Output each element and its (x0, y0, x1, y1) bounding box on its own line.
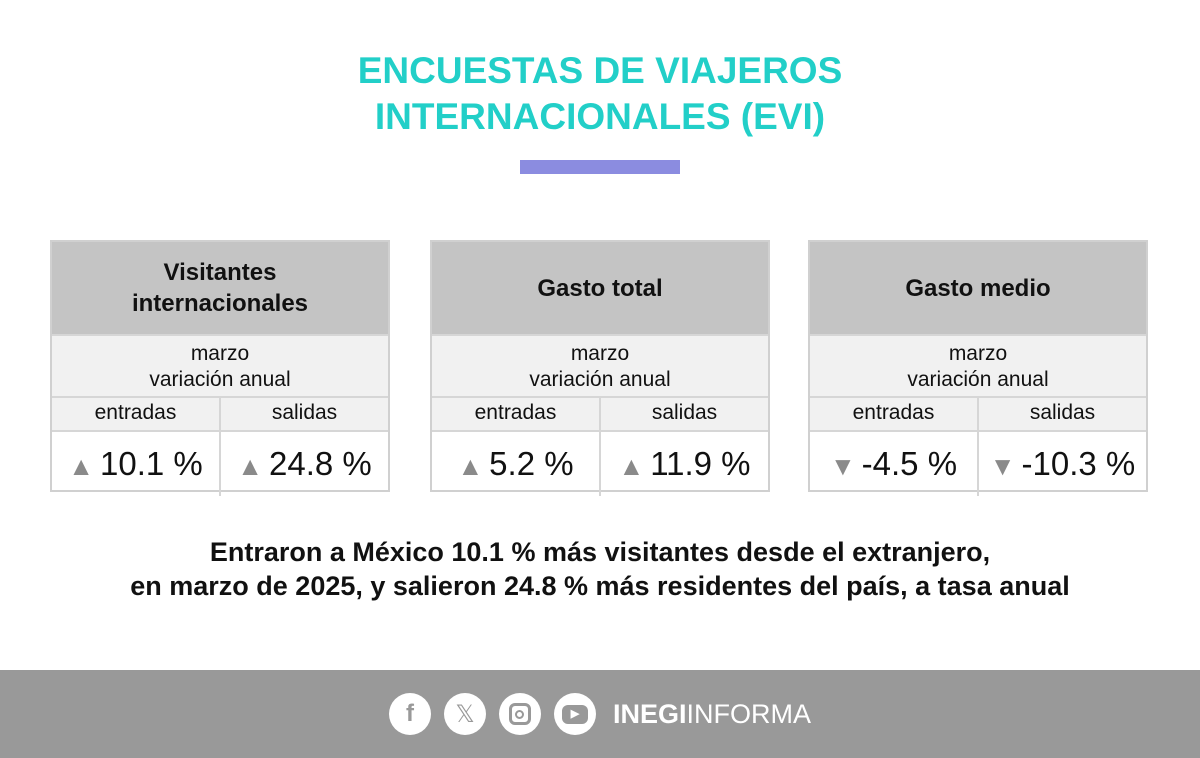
facebook-icon[interactable]: f (388, 693, 431, 735)
col-label-entradas: entradas (432, 398, 599, 430)
brand-logo: INEGIINFORMA (612, 698, 811, 729)
col-label-salidas: salidas (977, 398, 1146, 430)
card-title: Visitantes internacionales (52, 242, 388, 334)
indicator-card: Gasto total marzo variación anual entrada… (430, 240, 770, 496)
page-title: ENCUESTAS DE VIAJEROS INTERNACIONALES (E… (357, 50, 843, 137)
triangle-up-icon: ▲ (457, 451, 484, 481)
value-entradas: ▲ 10.1 % (68, 445, 203, 482)
triangle-down-icon: ▼ (989, 451, 1016, 481)
x-icon[interactable]: 𝕏 (443, 693, 486, 735)
col-label-salidas: salidas (599, 398, 768, 430)
card-subtitle: marzo variación anual (52, 334, 388, 396)
value-salidas: ▲ 24.8 % (219, 432, 388, 496)
col-label-salidas: salidas (219, 398, 388, 430)
card-subtitle: marzo variación anual (810, 334, 1146, 396)
triangle-up-icon: ▲ (237, 451, 263, 481)
value-entradas: ▼ -4.5 % (829, 445, 958, 482)
col-label-entradas: entradas (52, 398, 219, 430)
youtube-icon[interactable]: ▶ (553, 693, 596, 735)
value-salidas: ▼ -10.3 % (977, 432, 1146, 496)
accent-bar (520, 160, 680, 174)
value-entradas: ▲ 5.2 % (457, 445, 574, 482)
card-title: Gasto medio (810, 242, 1146, 334)
card-subtitle: marzo variación anual (432, 334, 768, 396)
footer: f 𝕏 ▶ INEGIINFORMA (0, 670, 1200, 758)
instagram-icon[interactable] (498, 693, 541, 735)
col-label-entradas: entradas (810, 398, 977, 430)
value-salidas: ▲ 11.9 % (599, 432, 768, 496)
indicator-card: Visitantes internacionales marzo variació… (50, 240, 390, 496)
summary-message: Entraron a México 10.1 % más visitantes … (130, 537, 1070, 601)
card-title: Gasto total (432, 242, 768, 334)
indicator-card: Gasto medio marzo variación anual entrada… (808, 240, 1148, 496)
triangle-down-icon: ▼ (829, 451, 856, 481)
triangle-up-icon: ▲ (68, 451, 94, 481)
triangle-up-icon: ▲ (618, 451, 645, 481)
